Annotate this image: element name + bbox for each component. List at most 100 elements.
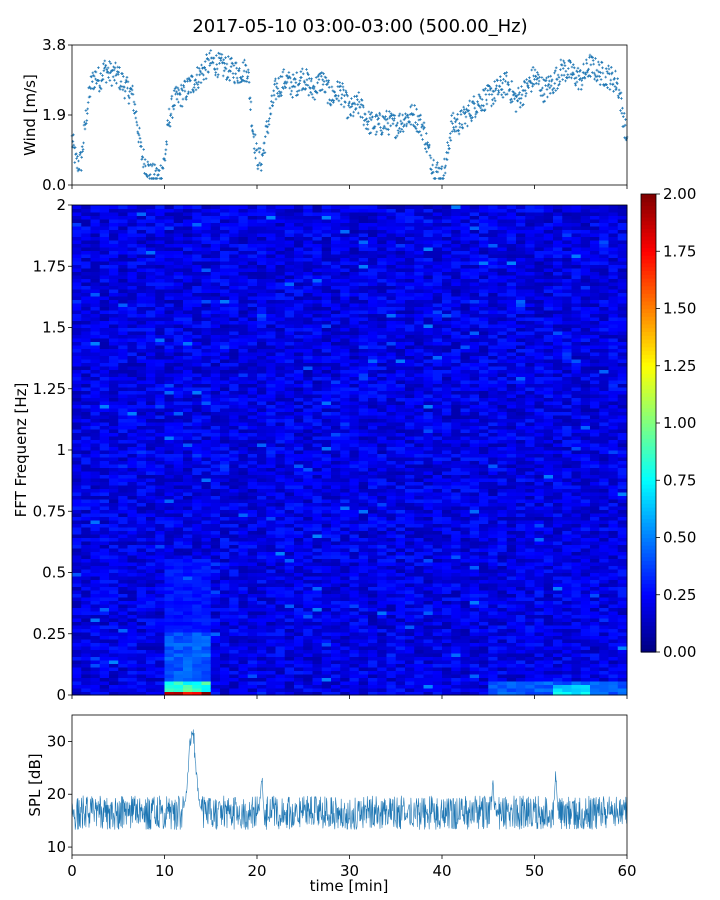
spectrogram-cell xyxy=(395,457,406,461)
spectrogram-cell xyxy=(275,471,286,475)
spectrogram-cell xyxy=(201,530,212,535)
spectrogram-cell xyxy=(146,544,156,549)
spectrogram-cell xyxy=(99,429,110,433)
spectrogram-cell xyxy=(312,604,323,608)
spectrogram-cell xyxy=(358,499,369,503)
spectrogram-cell xyxy=(173,516,184,521)
spectrogram-cell xyxy=(312,579,323,584)
spectrogram-cell xyxy=(127,275,138,279)
spectrogram-cell xyxy=(201,481,212,486)
spectrogram-cell xyxy=(340,373,350,377)
spectrogram-cell xyxy=(155,278,165,283)
spectrogram-cell xyxy=(358,474,369,479)
spectrogram-cell xyxy=(220,590,230,594)
spectrogram-cell xyxy=(72,415,82,419)
spectrogram-cell xyxy=(155,383,165,388)
spectrogram-cell xyxy=(349,334,360,339)
spectrogram-cell xyxy=(192,408,202,412)
spectrogram-cell xyxy=(321,684,332,689)
spectrogram-cell xyxy=(192,670,202,675)
spectrogram-cell xyxy=(331,677,341,682)
spectrogram-cell xyxy=(358,247,369,251)
spectrogram-cell xyxy=(201,506,212,510)
spectrogram-cell xyxy=(210,471,221,475)
wind-scatter-points xyxy=(70,49,629,180)
spectrogram-cell xyxy=(395,485,406,489)
spectrogram-cell xyxy=(183,394,193,398)
spectrogram-cell xyxy=(81,257,91,262)
spectrogram-cell xyxy=(358,460,369,465)
spectrogram-cell xyxy=(349,257,360,262)
spectrogram-cell xyxy=(247,635,258,640)
spectrogram-cell xyxy=(72,681,82,685)
spectrogram-cell xyxy=(247,348,258,353)
spectrogram-cell xyxy=(118,338,128,342)
spectrogram-cell xyxy=(99,656,110,661)
spectrogram-cell xyxy=(109,646,119,650)
spectrogram-cell xyxy=(303,660,313,664)
spectrogram-cell xyxy=(118,247,128,251)
spectrogram-cell xyxy=(312,670,323,675)
spectrogram-cell xyxy=(183,471,193,475)
spectrogram-cell xyxy=(229,460,239,465)
spectrogram-cell xyxy=(210,268,221,272)
spectrogram-cell xyxy=(99,593,110,598)
spectrogram-cell xyxy=(257,562,267,566)
spectrogram-cell xyxy=(90,618,101,622)
spectrogram-cell xyxy=(210,408,221,412)
spectrogram-cell xyxy=(81,401,91,405)
spectrogram-cell xyxy=(238,387,249,391)
spectrogram-cell xyxy=(173,492,184,496)
spectrogram-cell xyxy=(81,362,91,367)
spectrogram-cell xyxy=(99,670,110,675)
spectrogram-cell xyxy=(155,366,165,370)
spectrogram-cell xyxy=(294,233,304,237)
spectrogram-cell xyxy=(257,677,267,682)
spectrogram-cell xyxy=(201,383,212,388)
spectrogram-cell xyxy=(192,310,202,314)
spectrogram-cell xyxy=(99,513,110,517)
spectrogram-cell xyxy=(294,296,304,300)
spectrogram-cell xyxy=(155,569,165,573)
spectrogram-cell xyxy=(340,222,350,227)
spectrogram-cell xyxy=(155,289,165,293)
spectrogram-cell xyxy=(294,653,304,657)
spectrogram-cell xyxy=(266,292,276,297)
spectrogram-cell xyxy=(136,212,147,216)
spectrogram-cell xyxy=(331,586,341,591)
spectrogram-cell xyxy=(275,464,286,468)
spectrogram-cell xyxy=(395,674,406,678)
spectrogram-cell xyxy=(146,401,156,405)
spectrogram-cell xyxy=(173,320,184,325)
spectrogram-cell xyxy=(312,285,323,290)
spectrogram-cell xyxy=(257,292,267,297)
spectrogram-cell xyxy=(127,684,138,689)
spectrogram-cell xyxy=(183,628,193,633)
spectrogram-cell xyxy=(109,215,119,220)
spectrogram-cell xyxy=(247,523,258,528)
spectrogram-cell xyxy=(210,485,221,489)
spectrogram-cell xyxy=(358,219,369,223)
spectrogram-cell xyxy=(247,327,258,332)
spectrogram-cell xyxy=(99,264,110,269)
spectrogram-cell xyxy=(368,551,378,556)
spectrogram-cell xyxy=(192,352,202,356)
spectrogram-cell xyxy=(164,597,175,601)
spectrogram-cell xyxy=(183,600,193,605)
spectrogram-cell xyxy=(220,632,230,636)
spectrogram-cell xyxy=(201,621,212,626)
spectrogram-cell xyxy=(386,520,397,524)
spectrogram-cell xyxy=(386,530,397,535)
spectrogram-cell xyxy=(284,306,295,311)
spectrogram-cell xyxy=(183,219,193,223)
spectrogram-cell xyxy=(118,621,128,626)
spectrogram-cell xyxy=(331,254,341,258)
spectrogram-cell xyxy=(192,513,202,517)
spectrogram-cell xyxy=(99,635,110,640)
spectrogram-cell xyxy=(238,677,249,682)
spectrogram-cell xyxy=(99,261,110,265)
spectrogram-cell xyxy=(303,324,313,328)
spectrogram-cell xyxy=(201,443,212,447)
spectrogram-cell xyxy=(201,625,212,629)
spectrogram-cell xyxy=(266,527,276,531)
